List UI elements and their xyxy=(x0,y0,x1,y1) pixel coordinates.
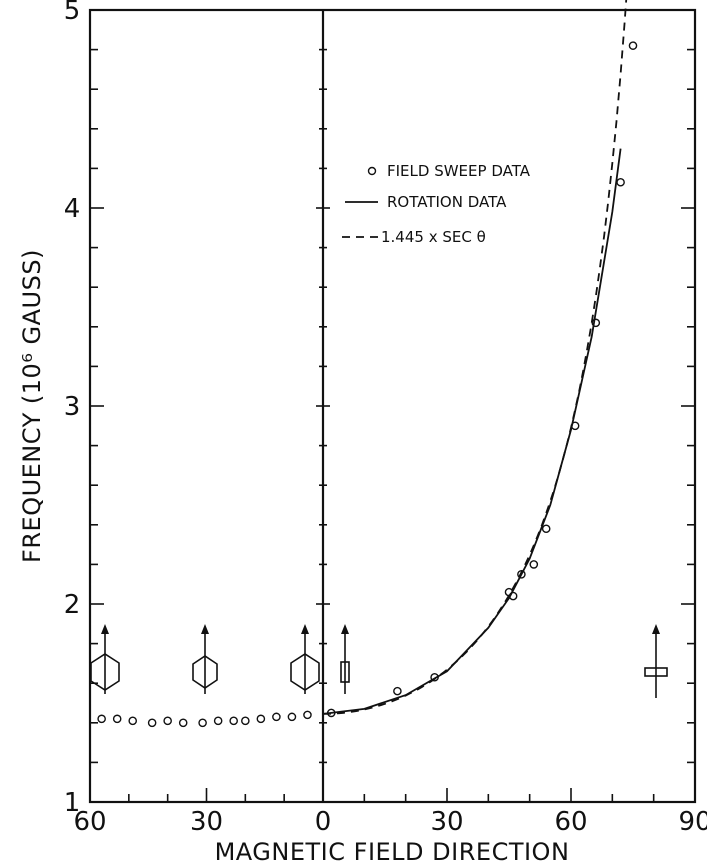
data-point xyxy=(628,41,638,50)
legend: FIELD SWEEP DATA ROTATION DATA 1.445 x S… xyxy=(342,162,531,246)
legend-marker-points xyxy=(367,166,377,176)
data-point xyxy=(229,716,238,726)
arrow-up-icon xyxy=(652,624,660,634)
hexagon-crystal-icon xyxy=(290,624,320,694)
hexagon-crystal-icon xyxy=(192,624,218,694)
data-point xyxy=(272,712,281,722)
y-tick-label: 1 xyxy=(64,788,81,818)
x-tick-label-right: 30 xyxy=(430,807,463,837)
data-point xyxy=(128,716,138,726)
arrow-up-icon xyxy=(301,624,309,634)
crystal-orientation-icons xyxy=(90,624,668,698)
tick-marks xyxy=(90,9,695,803)
x-tick-label-right: 0 xyxy=(315,807,332,837)
series-line-sec xyxy=(322,0,628,715)
x-axis-title: MAGNETIC FIELD DIRECTION xyxy=(215,838,570,866)
data-point xyxy=(241,716,250,726)
data-point xyxy=(287,712,297,722)
data-point xyxy=(163,716,172,726)
data-point xyxy=(541,524,551,534)
series-line-rotation xyxy=(322,148,622,715)
y-tick-label: 3 xyxy=(64,392,81,422)
plot-frame xyxy=(88,8,697,804)
data-point xyxy=(178,718,188,728)
arrow-up-icon xyxy=(201,624,209,634)
data-point xyxy=(529,560,539,569)
data-point xyxy=(112,714,122,724)
data-point xyxy=(198,718,207,728)
x-tick-label-left: 30 xyxy=(190,807,223,837)
arrow-up-icon xyxy=(341,624,349,634)
data-point xyxy=(147,718,157,728)
series-layer xyxy=(97,0,638,728)
rectangle-crystal-icon xyxy=(340,624,350,694)
data-point xyxy=(303,710,312,720)
hexagon-crystal-icon xyxy=(90,624,120,694)
y-tick-label: 5 xyxy=(64,0,81,26)
y-axis-title: FREQUENCY (10⁶ GAUSS) xyxy=(18,249,46,563)
y-tick-labels: 1 2 3 4 5 xyxy=(64,0,81,818)
data-point xyxy=(97,714,106,724)
x-tick-label-left: 60 xyxy=(73,807,106,837)
y-tick-label: 4 xyxy=(64,194,81,224)
rectangle-crystal-icon xyxy=(644,624,668,698)
x-tick-labels: 60 30 0 30 60 90 xyxy=(73,807,707,837)
legend-label-sec: 1.445 x SEC θ xyxy=(381,228,486,246)
data-point xyxy=(256,714,266,724)
x-tick-label-right: 60 xyxy=(554,807,587,837)
data-point xyxy=(616,177,625,187)
arrow-up-icon xyxy=(101,624,109,634)
legend-label-field-sweep: FIELD SWEEP DATA xyxy=(387,162,531,180)
data-point xyxy=(213,716,223,726)
data-point xyxy=(393,686,402,696)
y-tick-label: 2 xyxy=(64,590,81,620)
legend-label-rotation: ROTATION DATA xyxy=(387,193,507,211)
x-tick-label-right: 90 xyxy=(678,807,707,837)
